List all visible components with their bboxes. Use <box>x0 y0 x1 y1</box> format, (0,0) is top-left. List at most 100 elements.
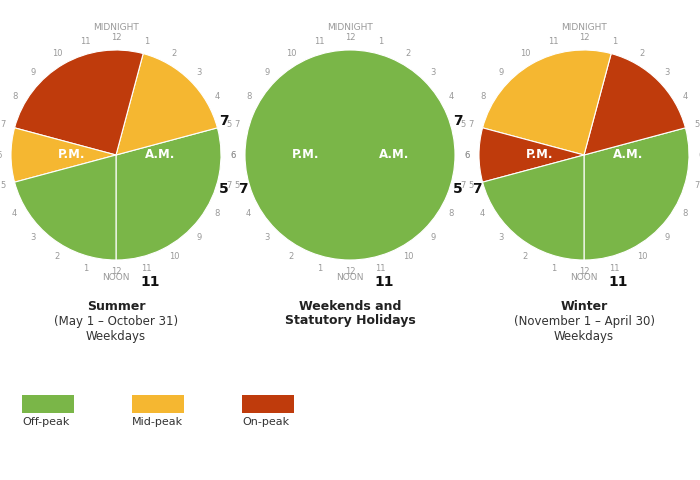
Text: 4: 4 <box>215 92 220 101</box>
Text: 2: 2 <box>406 49 411 58</box>
Text: 8: 8 <box>449 209 454 218</box>
Text: 5: 5 <box>453 182 462 196</box>
Text: 3: 3 <box>196 68 202 77</box>
Text: 12: 12 <box>579 34 589 43</box>
Text: 9: 9 <box>196 233 202 242</box>
Text: 5: 5 <box>234 181 239 190</box>
Text: 2: 2 <box>289 252 294 261</box>
Text: 5: 5 <box>218 182 228 196</box>
Text: 6: 6 <box>464 151 470 159</box>
Text: 10: 10 <box>520 49 531 58</box>
Text: 11: 11 <box>141 264 151 273</box>
Text: 6: 6 <box>230 151 236 159</box>
Text: 1: 1 <box>144 37 149 47</box>
Text: 7: 7 <box>0 120 6 129</box>
Text: 9: 9 <box>664 233 669 242</box>
Text: 7: 7 <box>234 120 239 129</box>
Text: 11: 11 <box>609 264 620 273</box>
Text: 11: 11 <box>314 37 325 47</box>
Text: 9: 9 <box>265 68 270 77</box>
Text: 6: 6 <box>0 151 1 159</box>
Text: 11: 11 <box>374 275 393 288</box>
Text: 4: 4 <box>682 92 688 101</box>
Wedge shape <box>245 50 455 260</box>
FancyBboxPatch shape <box>132 395 184 413</box>
Wedge shape <box>15 50 144 155</box>
Text: 3: 3 <box>498 233 504 242</box>
Text: 9: 9 <box>498 68 504 77</box>
Text: MIDNIGHT: MIDNIGHT <box>93 24 139 33</box>
Wedge shape <box>15 155 116 260</box>
Text: Weekdays: Weekdays <box>86 330 146 343</box>
Text: 1: 1 <box>317 264 322 273</box>
Text: 1: 1 <box>551 264 556 273</box>
Text: 10: 10 <box>169 252 180 261</box>
Text: 1: 1 <box>83 264 88 273</box>
Text: 5: 5 <box>1 181 6 190</box>
Text: 1: 1 <box>378 37 383 47</box>
Text: 8: 8 <box>682 209 688 218</box>
Wedge shape <box>482 50 611 155</box>
Text: 5: 5 <box>461 120 466 129</box>
Text: 7: 7 <box>218 114 228 128</box>
Text: P.M.: P.M. <box>292 148 320 161</box>
Wedge shape <box>479 128 584 182</box>
Text: 6: 6 <box>464 151 470 159</box>
Text: 3: 3 <box>430 68 435 77</box>
Text: 6: 6 <box>230 151 236 159</box>
Text: 7: 7 <box>468 120 474 129</box>
Text: 2: 2 <box>172 49 177 58</box>
Text: P.M.: P.M. <box>58 148 85 161</box>
Text: 11: 11 <box>80 37 91 47</box>
Text: A.M.: A.M. <box>613 148 643 161</box>
Wedge shape <box>584 54 685 155</box>
Text: 3: 3 <box>31 233 36 242</box>
Text: 9: 9 <box>430 233 435 242</box>
Text: Weekdays: Weekdays <box>554 330 614 343</box>
Wedge shape <box>116 128 221 260</box>
Text: 7: 7 <box>453 114 462 128</box>
Text: 10: 10 <box>637 252 648 261</box>
Text: 8: 8 <box>246 92 251 101</box>
Text: 12: 12 <box>344 34 355 43</box>
Text: 10: 10 <box>403 252 414 261</box>
Text: 11: 11 <box>375 264 386 273</box>
FancyBboxPatch shape <box>22 395 74 413</box>
Text: On-peak: On-peak <box>242 417 289 427</box>
Text: MIDNIGHT: MIDNIGHT <box>327 24 373 33</box>
Text: 10: 10 <box>286 49 297 58</box>
Text: 11: 11 <box>549 37 559 47</box>
Text: 7: 7 <box>472 182 482 196</box>
Text: 2: 2 <box>640 49 645 58</box>
FancyBboxPatch shape <box>242 395 294 413</box>
Wedge shape <box>584 128 689 260</box>
Text: 4: 4 <box>246 209 251 218</box>
Text: (November 1 – April 30): (November 1 – April 30) <box>514 315 654 328</box>
Text: 5: 5 <box>226 120 232 129</box>
Text: NOON: NOON <box>336 274 364 283</box>
Text: Statutory Holidays: Statutory Holidays <box>285 314 415 327</box>
Text: P.M.: P.M. <box>526 148 554 161</box>
Text: 5: 5 <box>468 181 474 190</box>
Text: Weekends and: Weekends and <box>299 300 401 313</box>
Text: 2: 2 <box>523 252 528 261</box>
Text: 8: 8 <box>215 209 220 218</box>
Text: Off-peak: Off-peak <box>22 417 69 427</box>
Text: MIDNIGHT: MIDNIGHT <box>561 24 607 33</box>
Text: 4: 4 <box>480 209 485 218</box>
Text: Mid-peak: Mid-peak <box>132 417 183 427</box>
Text: 12: 12 <box>344 267 355 276</box>
Text: NOON: NOON <box>570 274 598 283</box>
Text: 1: 1 <box>612 37 617 47</box>
Text: 3: 3 <box>664 68 669 77</box>
Wedge shape <box>11 128 116 182</box>
Text: 12: 12 <box>579 267 589 276</box>
Text: 8: 8 <box>480 92 485 101</box>
Text: (May 1 – October 31): (May 1 – October 31) <box>54 315 178 328</box>
Text: 12: 12 <box>111 34 121 43</box>
Text: 2: 2 <box>55 252 60 261</box>
Wedge shape <box>482 155 584 260</box>
Text: 7: 7 <box>694 181 700 190</box>
Wedge shape <box>116 54 218 155</box>
Text: 7: 7 <box>238 182 247 196</box>
